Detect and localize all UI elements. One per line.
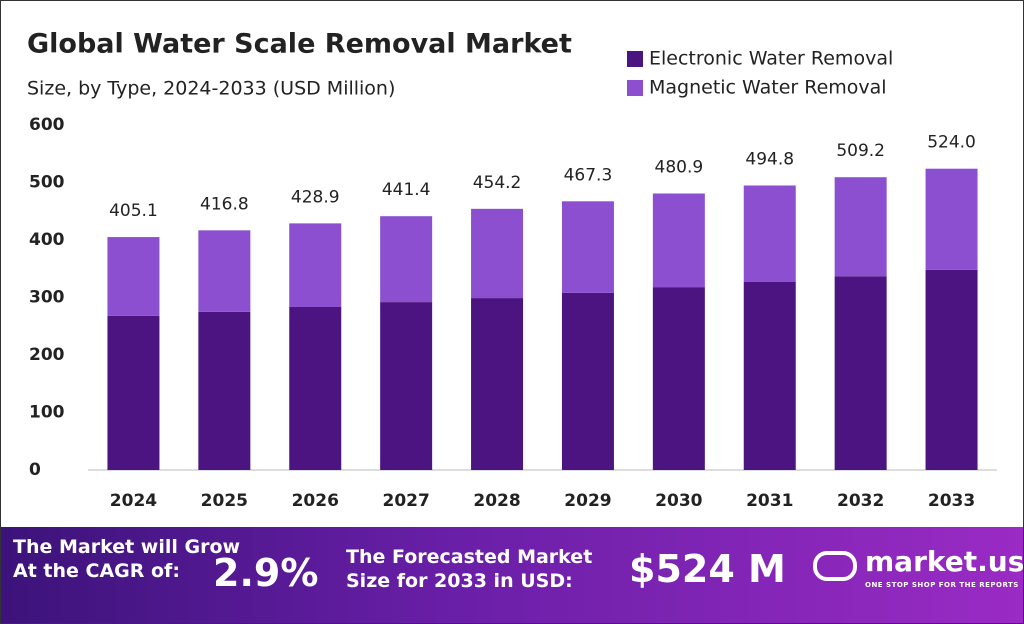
total-label: 467.3 bbox=[564, 165, 613, 185]
total-label: 480.9 bbox=[655, 157, 704, 177]
y-tick-label: 600 bbox=[29, 115, 65, 135]
cagr-text: The Market will Grow bbox=[13, 536, 241, 558]
forecast-text: Size for 2033 in USD: bbox=[346, 570, 573, 592]
bar-segment bbox=[925, 168, 978, 270]
total-label: 454.2 bbox=[473, 173, 522, 193]
bar-segment bbox=[561, 201, 614, 293]
y-tick-label: 200 bbox=[29, 345, 65, 365]
brand-name: market.us bbox=[865, 545, 1024, 578]
cagr-value: 2.9% bbox=[213, 551, 319, 595]
brand-tagline: ONE STOP SHOP FOR THE REPORTS bbox=[865, 581, 1019, 589]
x-tick-label: 2025 bbox=[201, 491, 248, 511]
x-tick-label: 2033 bbox=[928, 491, 975, 511]
total-label: 428.9 bbox=[291, 187, 340, 207]
bar-segment bbox=[652, 287, 705, 470]
x-tick-label: 2031 bbox=[746, 491, 793, 511]
chart-subtitle: Size, by Type, 2024-2033 (USD Million) bbox=[27, 78, 395, 100]
bar-segment bbox=[289, 306, 342, 470]
total-label: 441.4 bbox=[382, 180, 431, 200]
bar-segment bbox=[289, 223, 342, 307]
y-tick-label: 100 bbox=[29, 403, 65, 423]
bar-segment bbox=[561, 292, 614, 470]
y-tick-label: 400 bbox=[29, 230, 65, 250]
bar-segment bbox=[380, 216, 433, 303]
bar-segment bbox=[925, 269, 978, 470]
forecast-value: $524 M bbox=[629, 547, 786, 591]
legend-label: Electronic Water Removal bbox=[649, 48, 893, 70]
cagr-text: At the CAGR of: bbox=[13, 560, 180, 582]
bar-segment bbox=[471, 208, 524, 299]
total-label: 405.1 bbox=[109, 201, 158, 221]
x-tick-label: 2028 bbox=[473, 491, 520, 511]
legend-swatch bbox=[627, 80, 643, 96]
legend-label: Magnetic Water Removal bbox=[649, 77, 887, 99]
bar-segment bbox=[834, 177, 887, 277]
chart-title: Global Water Scale Removal Market bbox=[27, 29, 572, 60]
bar-segment bbox=[652, 193, 705, 288]
footer-banner: The Market will Grow At the CAGR of: 2.9… bbox=[1, 527, 1023, 623]
bar-segment bbox=[107, 237, 160, 316]
bar-segment bbox=[834, 276, 887, 470]
x-tick-label: 2032 bbox=[837, 491, 884, 511]
forecast-text: The Forecasted Market bbox=[346, 546, 593, 568]
bar-segment bbox=[471, 298, 524, 470]
y-tick-label: 0 bbox=[29, 460, 41, 480]
total-label: 524.0 bbox=[927, 133, 976, 153]
bar-segment bbox=[743, 185, 796, 282]
bar-segment bbox=[743, 281, 796, 470]
total-label: 494.8 bbox=[745, 149, 794, 169]
bar-segment bbox=[198, 311, 251, 470]
y-tick-label: 300 bbox=[29, 288, 65, 308]
brand-logo bbox=[813, 551, 857, 581]
x-tick-label: 2029 bbox=[564, 491, 611, 511]
bar-segment bbox=[380, 302, 433, 470]
chart: Global Water Scale Removal Market Size, … bbox=[27, 29, 997, 511]
total-label: 509.2 bbox=[836, 141, 885, 161]
x-tick-label: 2024 bbox=[110, 491, 157, 511]
bar-segment bbox=[107, 315, 160, 470]
x-tick-label: 2027 bbox=[382, 491, 429, 511]
legend-swatch bbox=[627, 51, 643, 67]
bar-segment bbox=[198, 230, 251, 312]
x-tick-label: 2030 bbox=[655, 491, 702, 511]
y-tick-label: 500 bbox=[29, 173, 65, 193]
x-tick-label: 2026 bbox=[292, 491, 339, 511]
total-label: 416.8 bbox=[200, 194, 249, 214]
